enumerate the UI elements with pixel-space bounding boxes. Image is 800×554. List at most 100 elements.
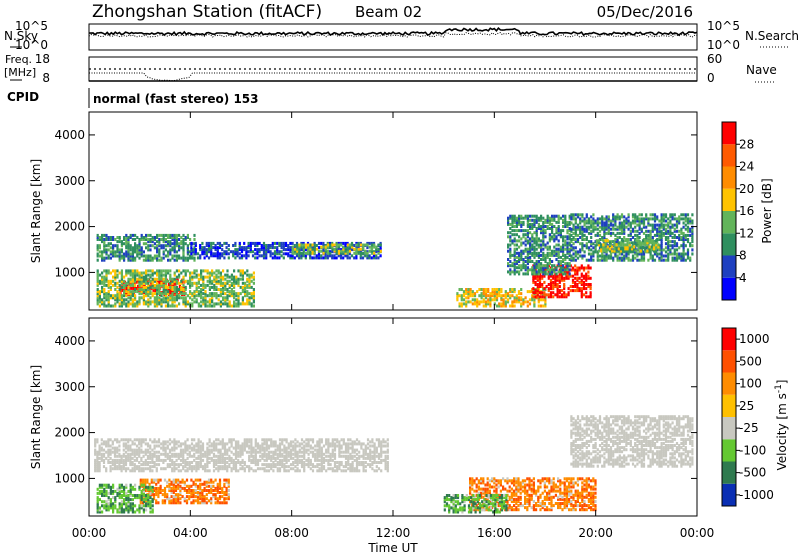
echo-cell (114, 288, 117, 291)
echo-cell (107, 300, 110, 304)
echo-cell (614, 215, 617, 219)
echo-cell (555, 251, 558, 255)
echo-cell (118, 296, 121, 300)
echo-cell (327, 448, 330, 452)
echo-cell (315, 247, 319, 251)
echo-cell (105, 442, 108, 446)
echo-cell (184, 269, 187, 273)
echo-cell (140, 463, 143, 467)
echo-cell (548, 251, 551, 255)
echo-cell (252, 271, 255, 275)
echo-cell (557, 225, 560, 228)
echo-cell (219, 450, 222, 454)
echo-cell (537, 268, 540, 272)
echo-cell (152, 288, 155, 292)
echo-cell (592, 223, 595, 227)
echo-cell (175, 463, 178, 467)
echo-cell (120, 467, 123, 471)
echo-cell (601, 227, 604, 231)
echo-cell (605, 256, 608, 260)
echo-cell (344, 249, 347, 253)
echo-cell (327, 461, 330, 464)
echo-cell (520, 225, 523, 228)
echo-cell (131, 302, 134, 306)
colorbar-tick-label: 28 (739, 137, 754, 151)
echo-cell (263, 442, 266, 446)
echo-cell (346, 243, 349, 247)
echo-cell (292, 444, 295, 448)
echo-cell (324, 247, 327, 251)
echo-cell (197, 292, 200, 296)
echo-cell (313, 241, 316, 245)
echo-cell (289, 450, 293, 454)
echo-cell (134, 238, 137, 241)
echo-cell (173, 444, 176, 448)
echo-cell (513, 218, 516, 222)
echo-cell (197, 448, 200, 452)
echo-cell (590, 256, 593, 260)
echo-cell (292, 467, 295, 471)
echo-cell (222, 290, 225, 294)
echo-cell (98, 463, 101, 467)
echo-cell (678, 221, 681, 225)
echo-cell (520, 241, 523, 245)
echo-cell (511, 290, 514, 294)
echo-cell (620, 231, 624, 235)
echo-cell (660, 236, 663, 239)
echo-cell (129, 277, 132, 281)
echo-cell (171, 463, 174, 467)
echo-cell (682, 252, 685, 256)
echo-cell (517, 296, 521, 300)
echo-cell (613, 249, 616, 253)
echo-cell (631, 254, 635, 258)
echo-cell (260, 246, 263, 250)
echo-cell (302, 254, 305, 258)
echo-cell (122, 448, 125, 452)
echo-cell (252, 454, 255, 458)
echo-cell (359, 250, 362, 254)
echo-cell (221, 467, 224, 471)
echo-cell (645, 229, 648, 233)
echo-cell (98, 446, 101, 450)
echo-cell (127, 446, 130, 450)
echo-cell (558, 289, 561, 293)
echo-cell (546, 266, 549, 270)
echo-cell (197, 273, 200, 277)
echo-cell (542, 220, 545, 224)
echo-cell (199, 454, 202, 458)
echo-cell (210, 246, 213, 250)
echo-cell (112, 236, 115, 239)
echo-cell (551, 222, 554, 226)
echo-cell (691, 240, 694, 244)
echo-cell (673, 248, 676, 252)
echo-cell (153, 304, 156, 308)
echo-cell (585, 272, 588, 276)
echo-cell (276, 252, 279, 256)
echo-cell (293, 249, 297, 253)
echo-cell (615, 243, 618, 247)
echo-cell (256, 444, 260, 448)
echo-cell (195, 288, 198, 291)
echo-cell (248, 283, 251, 287)
echo-cell (160, 304, 163, 308)
echo-cell (138, 298, 141, 302)
echo-cell (571, 266, 575, 270)
echo-cell (116, 298, 119, 302)
echo-cell (186, 258, 189, 262)
echo-cell (542, 222, 545, 226)
echo-cell (605, 227, 608, 231)
echo-cell (578, 287, 581, 291)
echo-cell (200, 275, 203, 279)
echo-cell (210, 444, 213, 448)
echo-cell (600, 245, 603, 249)
echo-cell (204, 283, 207, 287)
echo-cell (653, 225, 657, 229)
echo-cell (94, 440, 97, 444)
echo-cell (248, 273, 251, 277)
echo-cell (331, 254, 334, 258)
echo-cell (201, 446, 205, 450)
echo-cell (348, 256, 351, 260)
echo-cell (127, 285, 130, 289)
echo-cell (604, 247, 607, 251)
echo-cell (107, 236, 110, 239)
